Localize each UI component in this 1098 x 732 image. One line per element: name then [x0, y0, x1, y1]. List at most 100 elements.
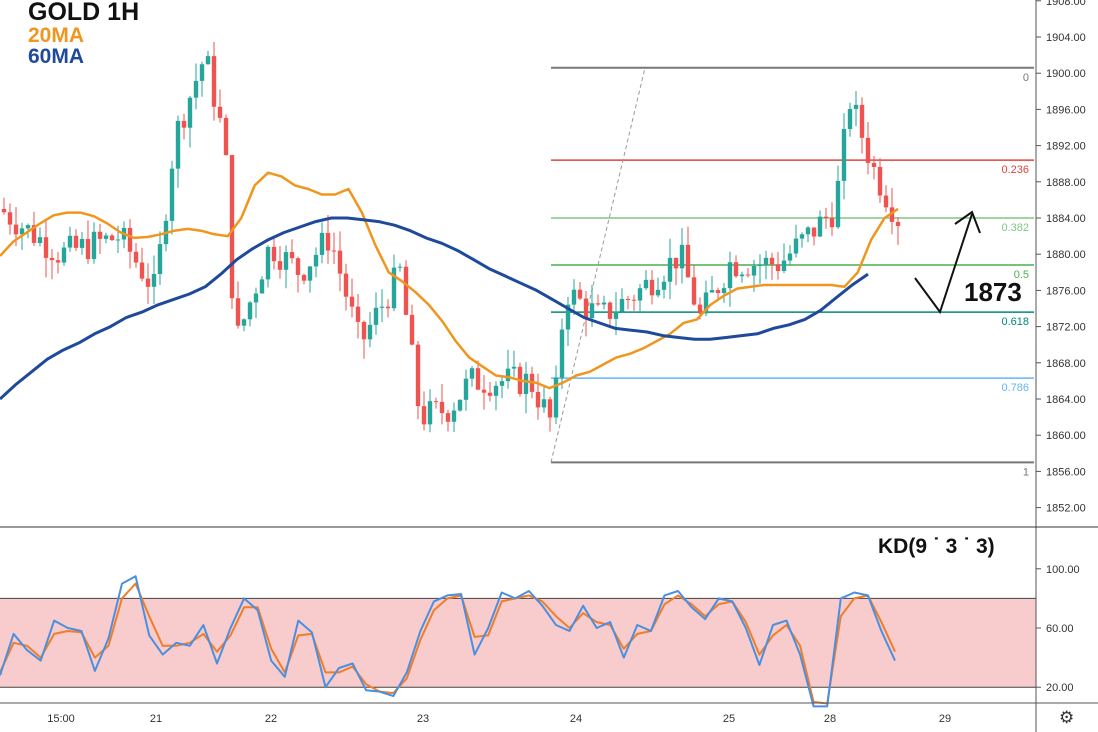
candle-body [607, 302, 613, 319]
fib-level-label: 1 [1023, 466, 1029, 478]
candle-body [871, 162, 877, 167]
candle-body [43, 237, 49, 258]
candle-body [295, 258, 301, 275]
candle-body [229, 155, 235, 299]
candle-body [25, 225, 31, 229]
candle-body [853, 104, 859, 109]
ma60-line [0, 216, 869, 401]
candle-body [379, 306, 385, 308]
candle-body [145, 278, 151, 287]
candle-body [265, 246, 271, 280]
candle-body [817, 216, 823, 237]
time-tick-label: 15:00 [47, 713, 75, 725]
candle-body [553, 377, 559, 418]
candle-body [211, 56, 217, 107]
time-tick-label: 23 [417, 713, 429, 725]
candle-body [361, 321, 367, 340]
candle-body [37, 237, 43, 243]
candle-body [835, 180, 841, 228]
kd-band-fill [0, 598, 1036, 688]
candle-body [109, 235, 115, 241]
candle-body [793, 238, 799, 254]
candle-body [397, 266, 403, 268]
candle-body [463, 378, 469, 400]
candle-body [169, 168, 175, 221]
kd-tick-label: 100.00 [1046, 564, 1080, 576]
candle-body [751, 266, 757, 276]
candle-body [313, 254, 319, 267]
candle-body [223, 117, 229, 156]
candle-body [67, 235, 73, 248]
candle-body [781, 260, 787, 271]
candle-body [307, 266, 313, 281]
candle-body [673, 257, 679, 269]
candle-body [115, 239, 121, 241]
candle-body [541, 399, 547, 408]
fib-level-label: 0 [1023, 72, 1029, 84]
legend-60ma: 60MA [28, 45, 85, 68]
candle-body [859, 104, 865, 138]
candle-body [805, 227, 811, 235]
candle-body [769, 257, 775, 265]
fib-level-label: 0.618 [1001, 316, 1029, 328]
price-tick-label: 1872.00 [1046, 322, 1086, 334]
candle-body [799, 234, 805, 239]
candle-body [49, 257, 55, 261]
candle-body [403, 266, 409, 315]
candle-body [847, 108, 853, 130]
fib-trend-line [550, 67, 646, 463]
fib-level-label: 0.382 [1001, 222, 1029, 234]
candle-body [649, 279, 655, 296]
candle-body [733, 262, 739, 277]
candle-body [127, 227, 133, 252]
candle-body [637, 288, 643, 301]
candle-body [667, 257, 673, 282]
candle-body [61, 247, 67, 263]
candle-body [841, 129, 847, 181]
price-tick-label: 1864.00 [1046, 394, 1086, 406]
candle-body [19, 228, 25, 235]
kd-tick-label: 60.00 [1046, 623, 1074, 635]
candle-body [535, 391, 541, 408]
candle-body [13, 224, 19, 235]
fibonacci-retracement[interactable]: 0 0.236 0.382 0.5 0.618 0.786 1 [550, 66, 1034, 479]
candle-body [715, 290, 721, 294]
candle-body [745, 274, 751, 276]
candle-body [565, 304, 571, 330]
candle-body [487, 392, 493, 396]
time-tick-label: 29 [939, 713, 951, 725]
candle-body [259, 279, 265, 294]
annotation-path [914, 213, 973, 315]
price-tick-label: 1856.00 [1046, 466, 1086, 478]
candle-body [481, 389, 487, 393]
kd-k-line [0, 575, 896, 708]
candle-body [187, 97, 193, 128]
kd-overbought-oversold-band [0, 597, 1036, 688]
candle-body [895, 221, 901, 226]
candle-body [685, 244, 691, 278]
fib-level-label: 0.5 [1014, 269, 1029, 281]
candle-body [613, 311, 619, 319]
candle-body [505, 368, 511, 382]
settings-gear-icon[interactable]: ⚙ [1059, 708, 1075, 727]
candle-body [277, 261, 283, 270]
candle-body [253, 293, 259, 303]
candle-body [31, 225, 37, 243]
candle-body [247, 302, 253, 320]
candle-body [631, 299, 637, 301]
candle-body [1, 208, 7, 213]
candle-body [433, 401, 439, 403]
candle-body [523, 373, 529, 395]
candle-body [439, 401, 445, 414]
annotation-arrow[interactable] [914, 210, 981, 315]
price-target-callout: 1873 [964, 277, 1022, 307]
candle-body [661, 281, 667, 290]
candle-body [373, 307, 379, 325]
fib-level-label: 0.786 [1001, 382, 1029, 394]
candle-body [421, 406, 427, 425]
candle-body [457, 399, 463, 411]
candle-body [757, 264, 763, 267]
candle-body [241, 319, 247, 326]
